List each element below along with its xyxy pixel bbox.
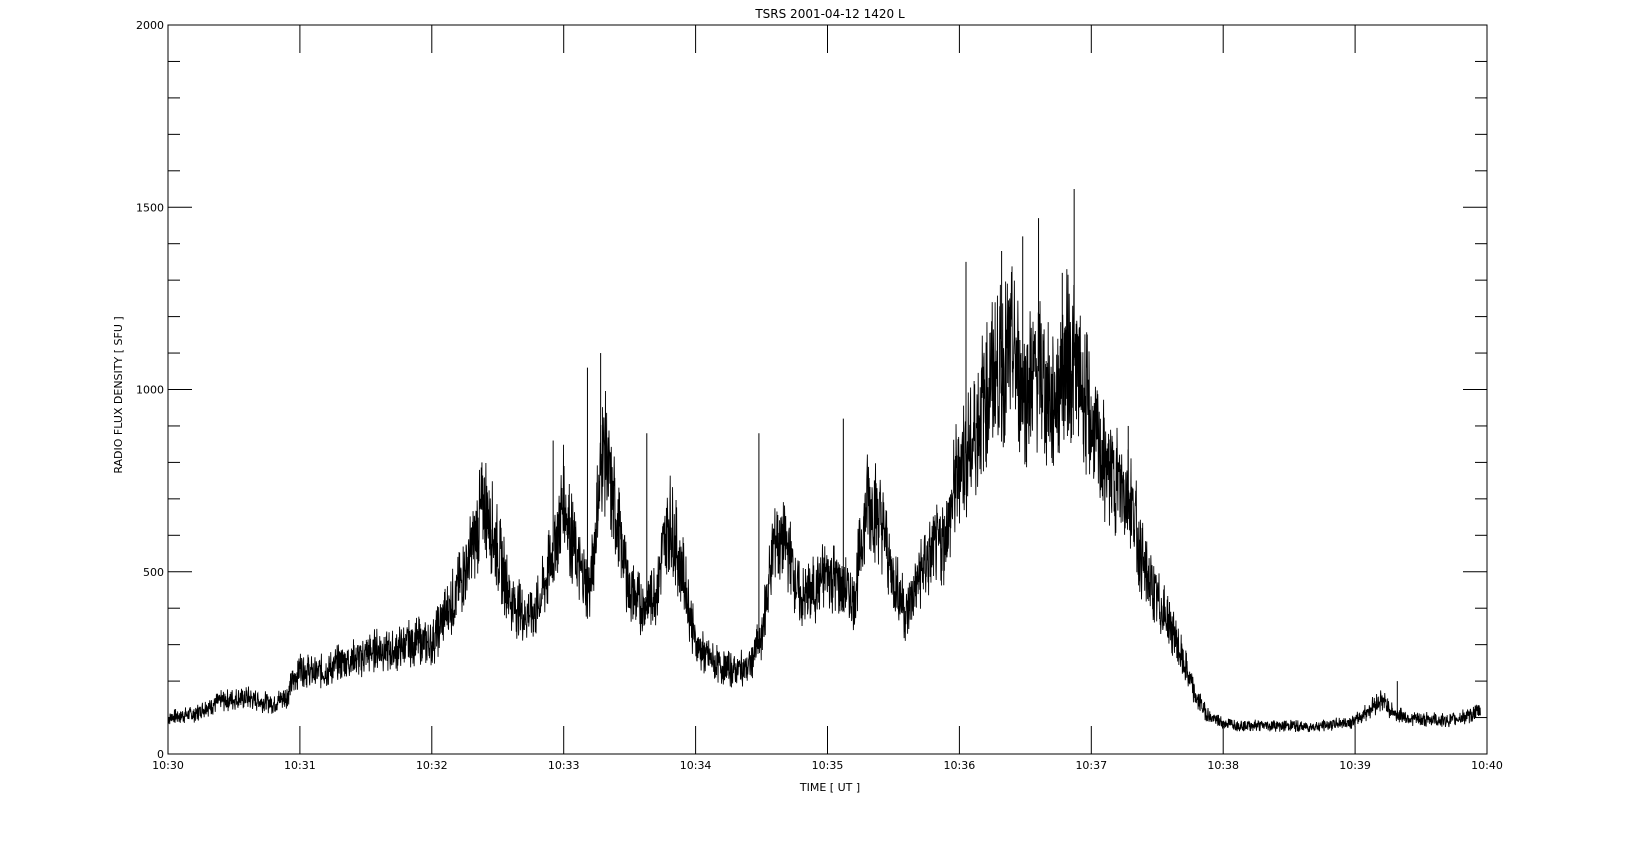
chart-title: TSRS 2001-04-12 1420 L bbox=[754, 7, 905, 21]
series-layer bbox=[167, 189, 1481, 733]
y-tick-label: 0 bbox=[157, 748, 164, 761]
y-tick-label: 500 bbox=[143, 566, 164, 579]
axes: 0 500 1000 1500 2000 10:30 10:31 10:32 10:33 10:3… bbox=[136, 19, 1503, 772]
x-tick-label: 10:37 bbox=[1075, 759, 1107, 772]
x-tick-label: 10:39 bbox=[1339, 759, 1371, 772]
x-tick-label: 10:31 bbox=[284, 759, 316, 772]
x-tick-label: 10:33 bbox=[548, 759, 580, 772]
y-tick-label: 2000 bbox=[136, 19, 164, 32]
x-axis-title: TIME [ UT ] bbox=[799, 781, 860, 794]
x-tick-label: 10:32 bbox=[416, 759, 448, 772]
y-tick-label: 1500 bbox=[136, 201, 164, 214]
x-tick-label: 10:40 bbox=[1471, 759, 1503, 772]
flux-series-line bbox=[167, 266, 1481, 733]
y-axis-title: RADIO FLUX DENSITY [ SFU ] bbox=[112, 316, 125, 473]
x-tick-label: 10:30 bbox=[152, 759, 184, 772]
x-tick-label: 10:35 bbox=[812, 759, 844, 772]
x-tick-label: 10:38 bbox=[1207, 759, 1239, 772]
x-tick-label: 10:36 bbox=[944, 759, 976, 772]
x-tick-label: 10:34 bbox=[680, 759, 712, 772]
y-tick-label: 1000 bbox=[136, 384, 164, 397]
